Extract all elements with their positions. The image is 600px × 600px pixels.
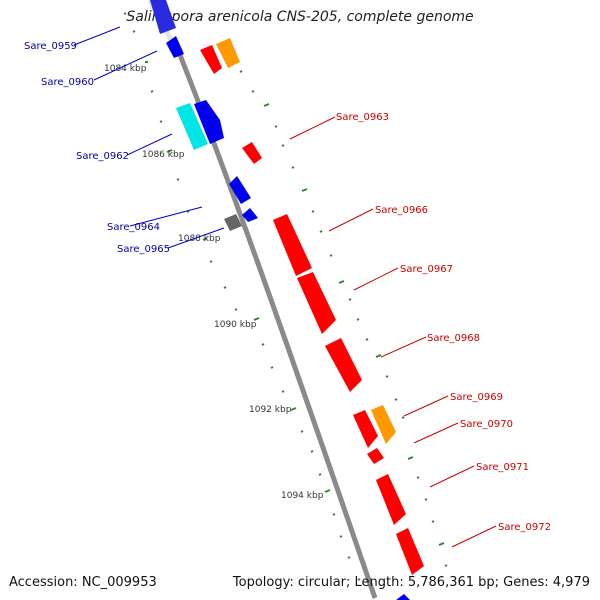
- tick-row-outer: [123, 12, 448, 567]
- label-sare-0969[interactable]: Sare_0969: [450, 392, 503, 403]
- tick-row-inner: [145, 61, 361, 581]
- label-sare-0970[interactable]: Sare_0970: [460, 419, 513, 430]
- accession-text: Accession: NC_009953: [9, 575, 157, 590]
- kbp-label-1094: 1094 kbp: [281, 491, 324, 501]
- label-sare-0963[interactable]: Sare_0963: [336, 112, 389, 123]
- kbp-label-1086: 1086 kbp: [142, 150, 185, 160]
- label-sare-0968[interactable]: Sare_0968: [427, 333, 480, 344]
- label-sare-0962[interactable]: Sare_0962: [76, 151, 129, 162]
- gene-sare-0969-orange[interactable]: [371, 405, 396, 444]
- gene-sare-0971[interactable]: [376, 474, 406, 525]
- forward-strand-genes: [200, 38, 424, 575]
- gene-sare-0966[interactable]: [273, 214, 312, 276]
- gene-orange-top[interactable]: [216, 38, 240, 68]
- gene-sare-0959[interactable]: [150, 0, 176, 34]
- gene-sare-0967[interactable]: [297, 272, 336, 334]
- forward-label-connectors: [289, 116, 497, 548]
- label-sare-0959[interactable]: Sare_0959: [24, 41, 77, 52]
- gene-sare-0972[interactable]: [396, 528, 424, 575]
- gene-sare-0963[interactable]: [242, 142, 262, 164]
- kbp-label-1084: 1084 kbp: [104, 64, 147, 74]
- label-sare-0965[interactable]: Sare_0965: [117, 244, 170, 255]
- kbp-label-1092: 1092 kbp: [249, 405, 292, 415]
- gene-sare-0968[interactable]: [325, 338, 362, 392]
- gene-sare-0962[interactable]: [194, 100, 224, 144]
- kbp-label-1088: 1088 kbp: [178, 234, 221, 244]
- gene-sare-0964[interactable]: [229, 176, 251, 204]
- gene-sare-0965[interactable]: [224, 214, 242, 231]
- label-sare-0966[interactable]: Sare_0966: [375, 205, 428, 216]
- gene-bottom-blue[interactable]: [396, 594, 410, 600]
- gene-sare-0961-red[interactable]: [200, 45, 222, 74]
- label-sare-0960[interactable]: Sare_0960: [41, 77, 94, 88]
- label-sare-0967[interactable]: Sare_0967: [400, 264, 453, 275]
- label-sare-0972[interactable]: Sare_0972: [498, 522, 551, 533]
- topology-text: Topology: circular; Length: 5,786,361 bp…: [232, 575, 590, 590]
- gene-sare-0969[interactable]: [353, 410, 378, 448]
- gene-sare-0960[interactable]: [166, 36, 184, 58]
- gene-sare-0970[interactable]: [367, 448, 384, 464]
- label-sare-0971[interactable]: Sare_0971: [476, 462, 529, 473]
- gene-sare-0961[interactable]: [176, 103, 208, 150]
- reverse-label-connectors: [73, 26, 225, 249]
- kbp-label-1090: 1090 kbp: [214, 320, 257, 330]
- reverse-strand-genes: [150, 0, 410, 600]
- gene-sare-0965a[interactable]: [242, 208, 258, 222]
- map-title: Salinispora arenicola CNS-205, complete …: [126, 9, 474, 25]
- label-sare-0964[interactable]: Sare_0964: [107, 222, 160, 233]
